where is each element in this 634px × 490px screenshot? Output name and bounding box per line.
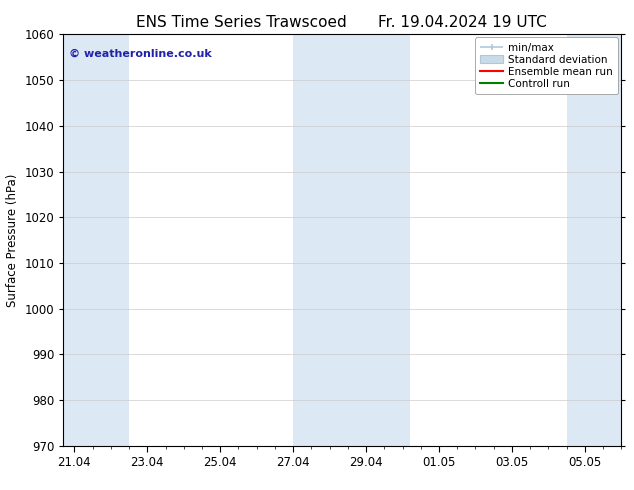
Text: © weatheronline.co.uk: © weatheronline.co.uk <box>69 49 212 59</box>
Legend: min/max, Standard deviation, Ensemble mean run, Controll run: min/max, Standard deviation, Ensemble me… <box>475 37 618 94</box>
Bar <box>63 34 129 446</box>
Bar <box>293 34 410 446</box>
Y-axis label: Surface Pressure (hPa): Surface Pressure (hPa) <box>6 173 19 307</box>
Text: ENS Time Series Trawscoed: ENS Time Series Trawscoed <box>136 15 346 30</box>
Text: Fr. 19.04.2024 19 UTC: Fr. 19.04.2024 19 UTC <box>378 15 547 30</box>
Bar <box>567 34 621 446</box>
